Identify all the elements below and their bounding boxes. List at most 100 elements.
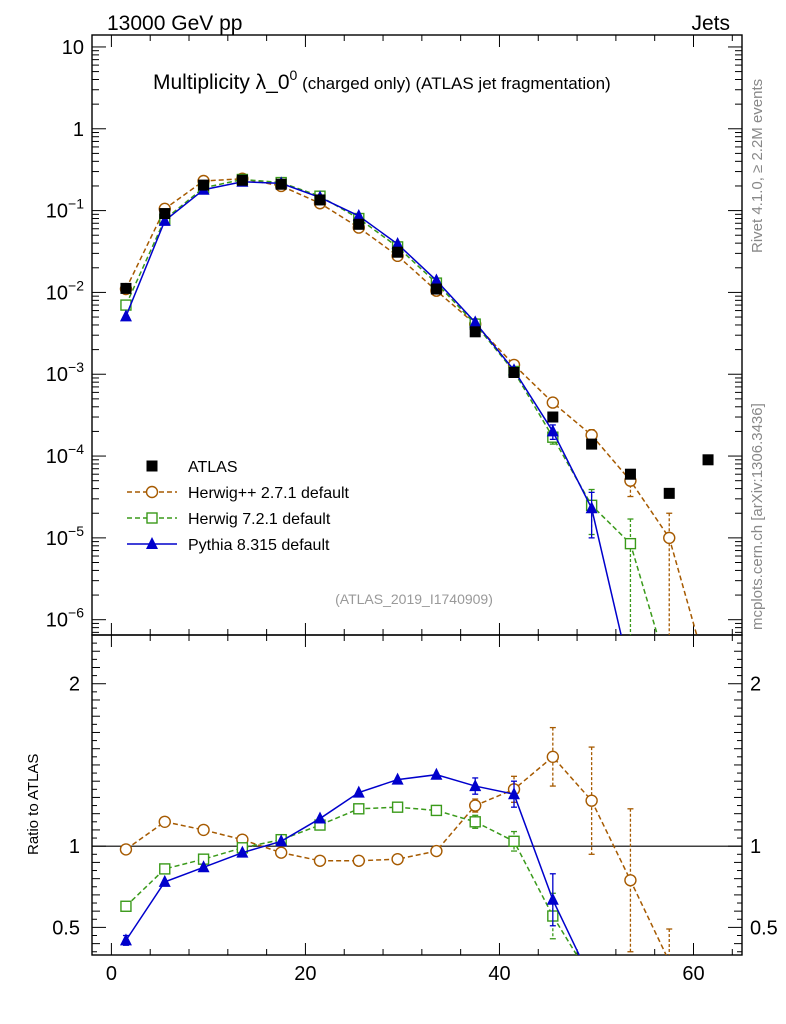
- y-tick-label-ratio: 2: [69, 674, 80, 696]
- series-line-herwig-2-7-1-default: [125, 177, 698, 635]
- data-point-pythia-8-315-default: [585, 501, 598, 514]
- y-tick-label-ratio: 0.5: [52, 917, 80, 939]
- ratio-point-herwig-2-7-1-default: [585, 794, 598, 807]
- ratio-point-pythia-8-315-default: [158, 874, 171, 887]
- ratio-point-pythia-8-315-default: [236, 845, 249, 858]
- data-point-atlas: [236, 174, 248, 186]
- legend-item-herwig-7-2-1-default: Herwig 7.2.1 default: [127, 511, 331, 528]
- x-tick-label: 20: [294, 963, 316, 985]
- y-tick-label-ratio-right: 1: [750, 836, 761, 858]
- data-point-pythia-8-315-default: [469, 315, 482, 328]
- legend-marker: [145, 485, 159, 499]
- ratio-point-pythia-8-315-default: [352, 785, 365, 798]
- ratio-point-herwig-2-7-1-default: [197, 823, 210, 837]
- ratio-point-herwig-7-2-1-default: [625, 995, 635, 1005]
- data-point-atlas: [353, 218, 365, 230]
- category-label: Jets: [691, 12, 730, 35]
- data-point-pythia-8-315-default: [119, 309, 132, 322]
- ratio-point-herwig-7-2-1-default: [159, 863, 171, 875]
- data-point-pythia-8-315-default: [158, 213, 171, 226]
- y-tick-label-main: 10−2: [46, 277, 84, 304]
- data-point-atlas: [392, 246, 404, 258]
- y-tick-label-main: 10−6: [46, 605, 84, 632]
- data-point-atlas: [430, 283, 442, 295]
- ratio-point-herwig-2-7-1-default: [391, 852, 404, 866]
- data-point-atlas: [469, 326, 481, 338]
- ratio-point-herwig-7-2-1-default: [120, 900, 132, 912]
- legend: ATLAS Herwig++ 2.7.1 default Herwig 7.2.1 …: [127, 459, 350, 554]
- main-panel-series: [119, 172, 714, 635]
- ratio-point-pythia-8-315-default: [586, 974, 598, 986]
- legend-item-atlas: ATLAS: [146, 459, 238, 476]
- legend-label: ATLAS: [188, 459, 238, 476]
- ratio-point-herwig-7-2-1-default: [587, 974, 597, 984]
- legend-item-pythia-8-315-default: Pythia 8.315 default: [127, 537, 330, 554]
- ratio-series-herwig-2-7-1-default: [119, 726, 675, 967]
- ratio-point-herwig-2-7-1-default: [352, 854, 365, 867]
- data-point-pythia-8-315-default: [391, 237, 404, 250]
- series-atlas: [120, 174, 714, 499]
- data-point-pythia-8-315-default: [352, 208, 365, 221]
- ratio-point-pythia-8-315-default: [469, 779, 482, 792]
- energy-label: 13000 GeV pp: [107, 12, 242, 35]
- legend-label: Pythia 8.315 default: [188, 537, 330, 554]
- ratio-point-pythia-8-315-default: [546, 892, 559, 905]
- ratio-point-herwig-7-2-1-default: [508, 835, 520, 847]
- data-point-herwig-2-7-1-default: [546, 396, 560, 409]
- data-point-herwig-2-7-1-default: [663, 531, 676, 545]
- ratio-point-herwig-7-2-1-default: [469, 816, 481, 828]
- ratio-point-pythia-8-315-default: [430, 767, 443, 780]
- y-tick-label-main: 10: [62, 37, 84, 59]
- y-tick-label-ratio-right: 2: [750, 674, 761, 696]
- data-point-atlas: [663, 487, 675, 499]
- legend-label: Herwig 7.2.1 default: [188, 511, 331, 528]
- ratio-line-herwig-7-2-1-default: [125, 806, 578, 955]
- website-label: mcplots.cern.ch [arXiv:1306.3436]: [749, 403, 766, 630]
- ratio-point-pythia-8-315-default: [391, 772, 404, 785]
- ratio-point-pythia-8-315-default: [508, 787, 521, 800]
- y-tick-label-ratio: 1: [69, 836, 80, 858]
- data-point-atlas: [624, 468, 636, 480]
- source-label: (ATLAS_2019_I1740909): [335, 591, 493, 607]
- title-superscript: 0: [290, 67, 298, 83]
- title-main: Multiplicity λ_0: [153, 71, 290, 94]
- y-tick-label-main: 10−5: [46, 523, 84, 550]
- rivet-label: Rivet 4.1.0, ≥ 2.2M events: [749, 79, 766, 253]
- x-tick-label: 60: [682, 963, 704, 985]
- y-tick-label-main: 10−4: [46, 441, 84, 468]
- title-subtitle: (charged only) (ATLAS jet fragmentation): [297, 74, 610, 93]
- data-point-atlas: [586, 438, 598, 450]
- ratio-point-herwig-2-7-1-default: [313, 854, 327, 867]
- ratio-point-herwig-2-7-1-default: [119, 843, 133, 856]
- data-point-atlas: [702, 454, 714, 466]
- plot-title: Multiplicity λ_00 (charged only) (ATLAS …: [153, 67, 611, 94]
- y-tick-label-ratio-right: 0.5: [750, 917, 778, 939]
- ratio-point-pythia-8-315-default: [119, 933, 132, 946]
- data-point-atlas: [275, 178, 287, 190]
- ratio-y-axis-label: Ratio to ATLAS: [25, 754, 42, 855]
- legend-marker: [146, 512, 158, 524]
- ratio-series-pythia-8-315-default: [119, 767, 598, 986]
- legend-marker: [146, 460, 158, 472]
- ratio-panel-series: [119, 726, 675, 1005]
- data-point-atlas: [198, 179, 210, 191]
- ratio-point-herwig-2-7-1-default: [430, 844, 443, 858]
- x-tick-label: 40: [488, 963, 510, 985]
- x-tick-label: 0: [106, 963, 117, 985]
- ratio-point-herwig-2-7-1-default: [274, 846, 288, 859]
- ratio-point-pythia-8-315-default: [275, 834, 288, 847]
- y-tick-label-main: 10−3: [46, 359, 84, 386]
- ratio-point-herwig-7-2-1-default: [430, 804, 443, 817]
- ratio-point-herwig-2-7-1-default: [664, 956, 675, 967]
- ratio-point-pythia-8-315-default: [197, 860, 210, 873]
- y-tick-label-main: 1: [73, 119, 84, 141]
- ratio-panel-frame: [91, 634, 743, 956]
- data-point-atlas: [508, 367, 520, 379]
- ratio-point-herwig-7-2-1-default: [391, 801, 404, 813]
- legend-item-herwig-2-7-1-default: Herwig++ 2.7.1 default: [127, 485, 350, 502]
- ratio-line-herwig-2-7-1-default: [125, 755, 667, 955]
- legend-marker: [146, 537, 158, 549]
- series-line-pythia-8-315-default: [125, 181, 622, 635]
